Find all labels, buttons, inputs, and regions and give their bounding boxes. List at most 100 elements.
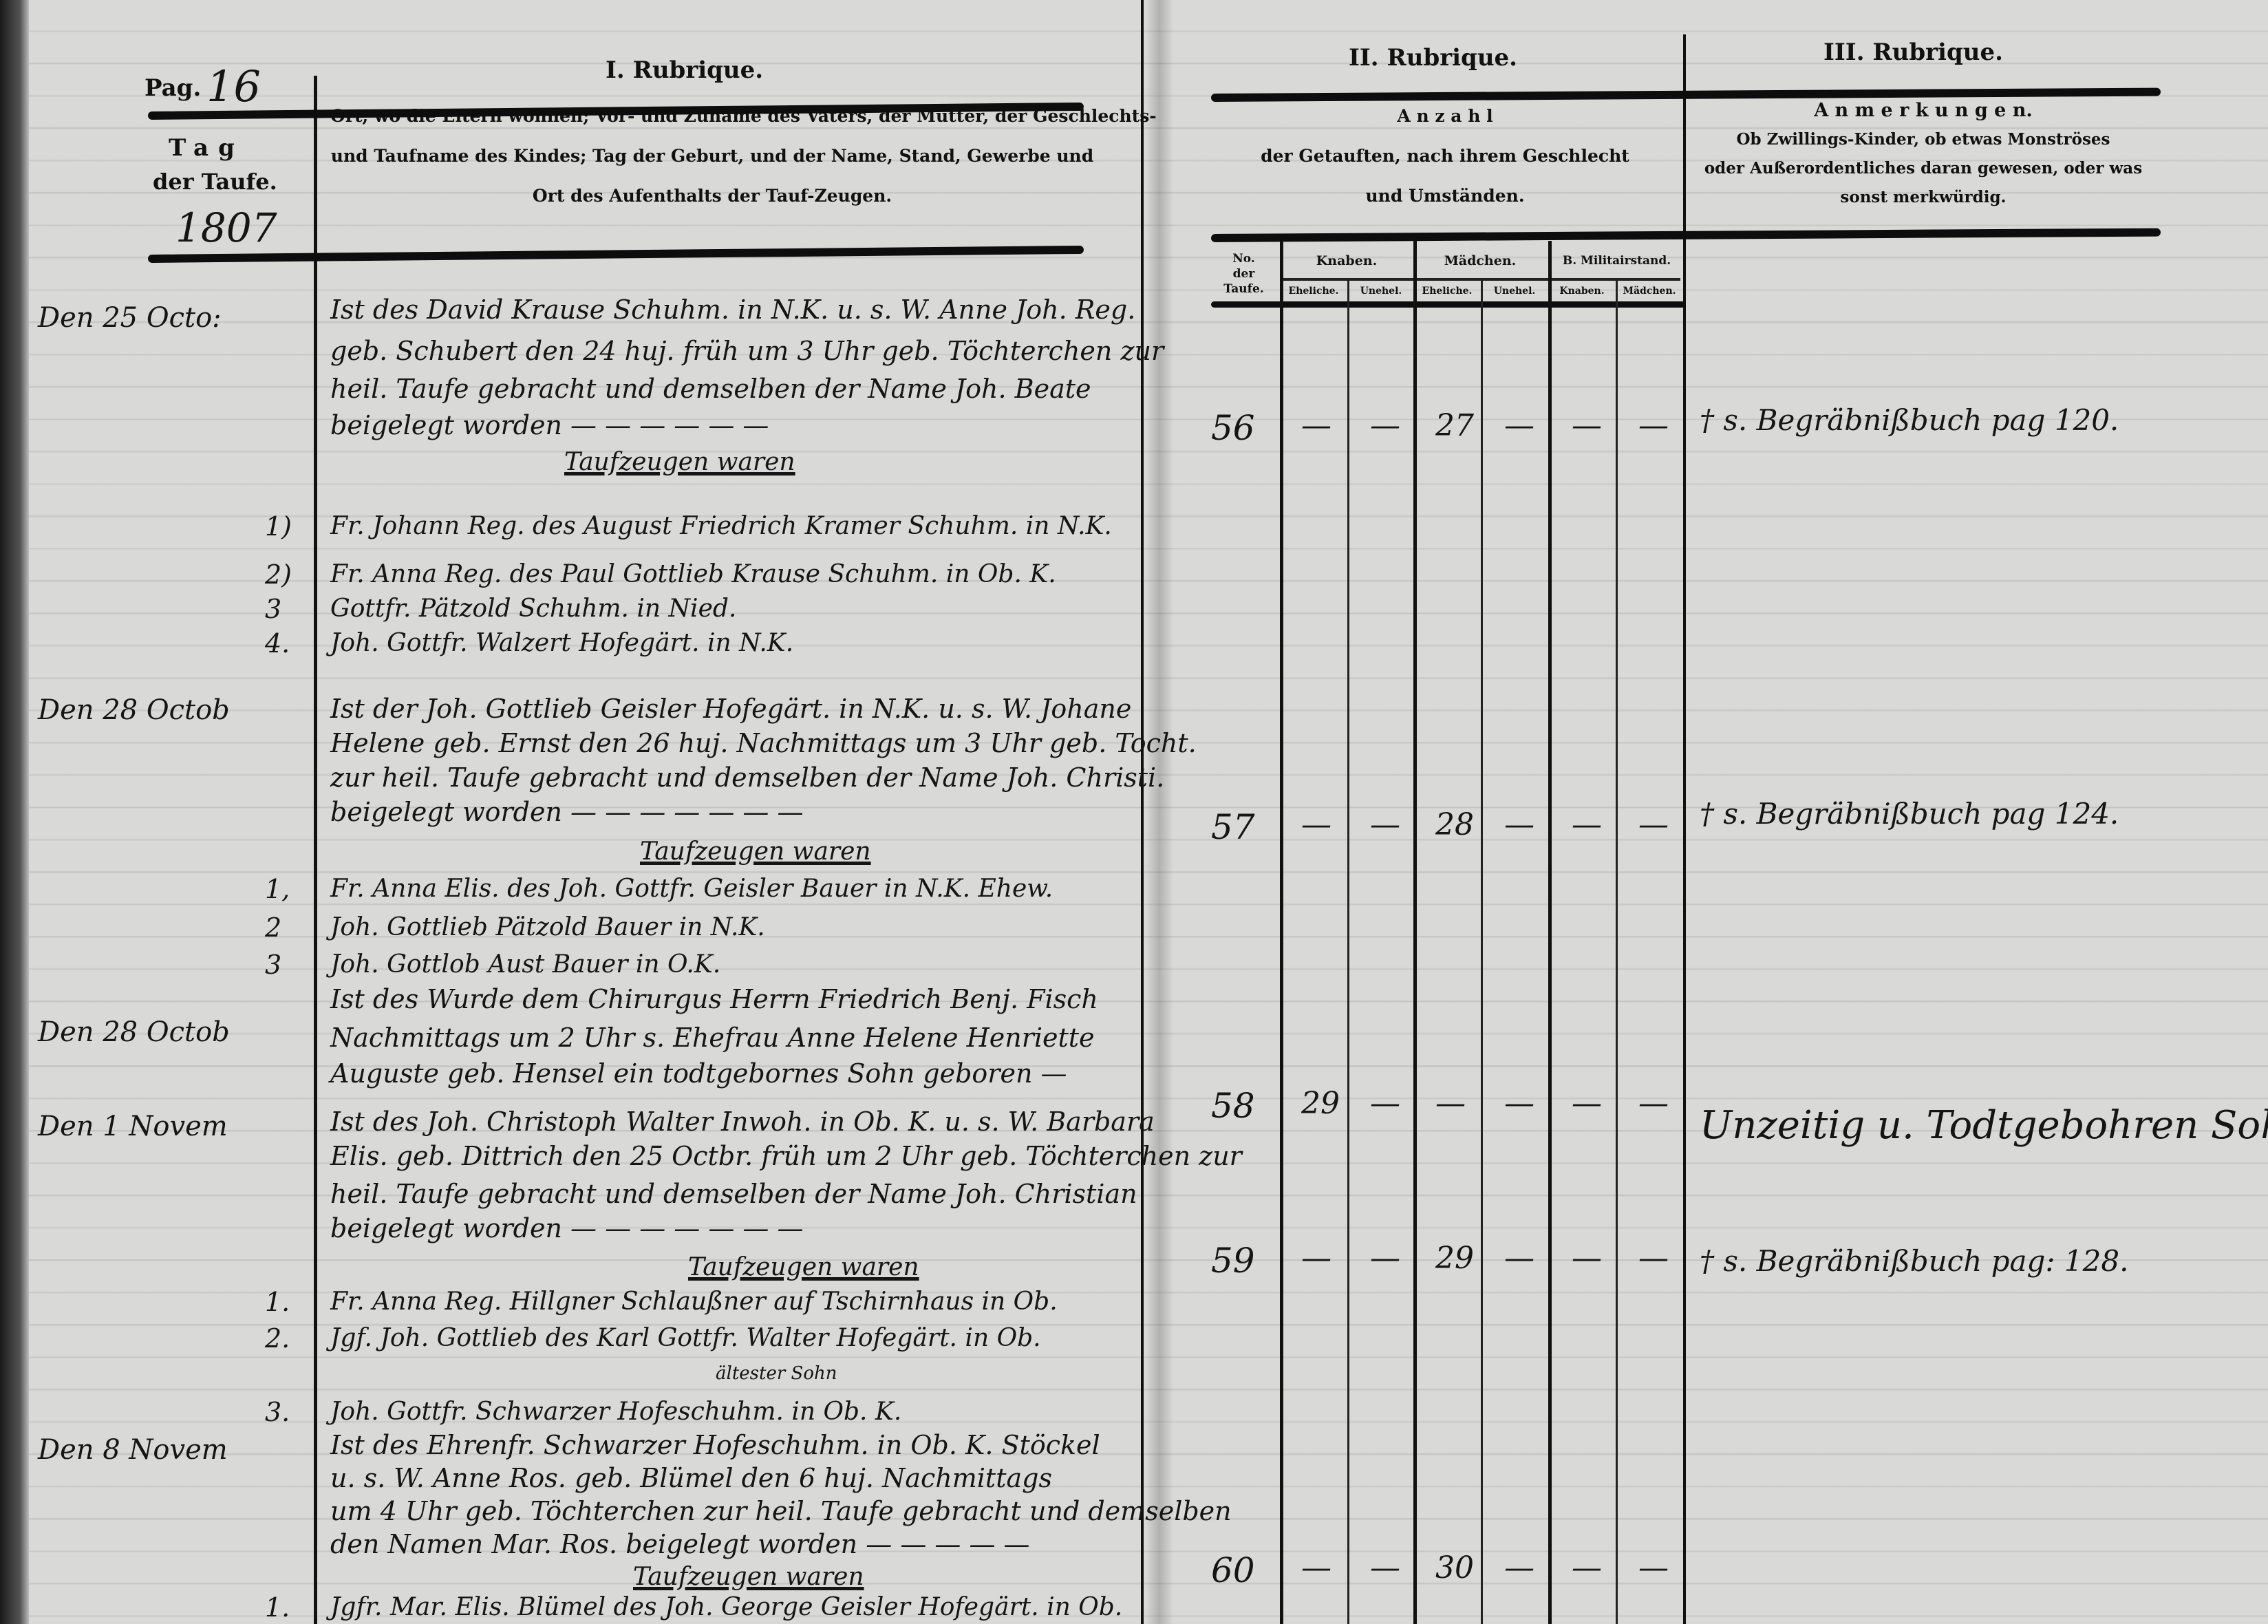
remark: † s. Begräbnißbuch pag 124.: [1700, 797, 2119, 831]
witness-text: Joh. Gottfr. Walzert Hofegärt. in N.K.: [330, 629, 794, 657]
col-no-label: der: [1232, 267, 1255, 281]
count-cell: 29: [1301, 1086, 1340, 1121]
remark: † s. Begräbnißbuch pag: 128.: [1700, 1244, 2129, 1278]
rubrique-2-header-line: A n z a h l: [1397, 106, 1493, 126]
witness-text: Gottfr. Pätzold Schuhm. in Nied.: [330, 595, 737, 623]
entry-text-line: um 4 Uhr geb. Töchterchen zur heil. Tauf…: [330, 1496, 1232, 1526]
date-header-2: der Taufe.: [153, 169, 277, 195]
entry-text-line: Ist des Wurde dem Chirurgus Herrn Friedr…: [330, 984, 1098, 1014]
count-cell: 27: [1435, 408, 1474, 443]
col-no-label: No.: [1232, 252, 1255, 266]
witness-number: 1): [265, 511, 292, 542]
year: 1807: [175, 204, 277, 251]
col-no-label: Taufe.: [1223, 282, 1264, 296]
count-cell: —: [1301, 408, 1331, 443]
count-cell: —: [1572, 1241, 1602, 1276]
column-2-rule: [1413, 241, 1417, 1624]
baptism-number: 57: [1211, 807, 1255, 847]
count-cell: —: [1504, 408, 1534, 443]
scan-left-edge: [0, 0, 29, 1624]
entry-text-line: Nachmittags um 2 Uhr s. Ehefrau Anne Hel…: [330, 1023, 1095, 1053]
col-militairstand: B. Militairstand.: [1562, 254, 1671, 268]
count-cell: —: [1301, 1241, 1331, 1276]
witnesses-heading: Taufzeugen waren: [688, 1253, 919, 1281]
rubrique-3-header-line: sonst merkwürdig.: [1840, 188, 2007, 206]
count-cell: —: [1638, 1550, 1669, 1585]
entry-date: Den 1 Novem: [38, 1111, 228, 1142]
rubrique-1-header-line: Ort des Aufenthalts der Tauf-Zeugen.: [532, 186, 892, 206]
entry-text-line: geb. Schubert den 24 huj. früh um 3 Uhr …: [330, 336, 1164, 366]
baptism-number: 60: [1211, 1550, 1255, 1590]
page-fold: [1146, 0, 1173, 1624]
witness-number: 1.: [265, 1287, 290, 1317]
column-1-right-rule: [1141, 0, 1144, 1624]
witness-text: Joh. Gottfr. Schwarzer Hofeschuhm. in Ob…: [330, 1398, 902, 1426]
entry-text-line: beigelegt worden — — — — — — —: [330, 1213, 804, 1243]
count-cell: —: [1504, 1550, 1534, 1585]
entry-text-line: heil. Taufe gebracht und demselben der N…: [330, 1179, 1137, 1209]
witness-text: Jgfr. Mar. Elis. Blümel des Joh. George …: [330, 1593, 1123, 1621]
entry-text-line: Ist des Joh. Christoph Walter Inwoh. in …: [330, 1107, 1155, 1137]
rubrique-3-title: III. Rubrique.: [1823, 39, 2003, 66]
count-cell: —: [1638, 1241, 1669, 1276]
entry-text-line: Ist des David Krause Schuhm. in N.K. u. …: [330, 295, 1136, 325]
witness-number: 1,: [265, 874, 290, 904]
entry-date: Den 28 Octob: [38, 694, 230, 726]
subheader-bottom-rule: [1211, 301, 1686, 308]
witness-text: Fr. Anna Reg. des Paul Gottlieb Krause S…: [330, 560, 1056, 588]
entry-text-line: Ist des Ehrenfr. Schwarzer Hofeschuhm. i…: [330, 1430, 1100, 1460]
entry-text-line: beigelegt worden — — — — — —: [330, 410, 769, 440]
entry-date: Den 8 Novem: [38, 1434, 228, 1466]
col-knaben: Knaben.: [1316, 253, 1378, 268]
page-label: Pag.: [145, 74, 202, 102]
witness-number: 2): [265, 559, 292, 590]
column-2-rule: [1347, 278, 1349, 1624]
entry-text-line: Ist der Joh. Gottlieb Geisler Hofegärt. …: [330, 694, 1132, 724]
count-cell: —: [1638, 408, 1669, 443]
witness-text: Fr. Anna Reg. Hillgner Schlaußner auf Ts…: [330, 1288, 1058, 1316]
subcolumn-label: Unehel.: [1360, 286, 1402, 297]
witness-number: 2: [265, 912, 282, 943]
entry-text-line: heil. Taufe gebracht und demselben der N…: [330, 374, 1091, 404]
count-cell: —: [1504, 807, 1534, 842]
entry-date: Den 28 Octob: [38, 1016, 230, 1048]
col-maedchen: Mädchen.: [1444, 253, 1517, 268]
count-cell: —: [1638, 807, 1669, 842]
witnesses-heading: Taufzeugen waren: [633, 1563, 864, 1591]
witness-text: Joh. Gottlob Aust Bauer in O.K.: [330, 950, 721, 979]
count-cell: —: [1572, 1550, 1602, 1585]
count-cell: —: [1504, 1241, 1534, 1276]
subcolumn-label: Unehel.: [1493, 286, 1536, 297]
witness-number: 2.: [265, 1323, 290, 1354]
witness-number: 1.: [265, 1592, 290, 1623]
rubrique-1-header-line: und Taufname des Kindes; Tag der Geburt,…: [330, 146, 1094, 166]
witness-note: ältester Sohn: [716, 1363, 837, 1384]
count-cell: —: [1301, 1550, 1331, 1585]
column-3-left-rule: [1683, 34, 1686, 1624]
entry-text-line: u. s. W. Anne Ros. geb. Blümel den 6 huj…: [330, 1463, 1052, 1493]
subcolumn-label: Eheliche.: [1422, 286, 1473, 297]
witness-text: Joh. Gottlieb Pätzold Bauer in N.K.: [330, 913, 765, 941]
count-cell: —: [1435, 1086, 1466, 1121]
entry-text-line: beigelegt worden — — — — — — —: [330, 797, 804, 827]
witness-text: Fr. Anna Elis. des Joh. Gottfr. Geisler …: [330, 875, 1053, 903]
witness-text: Jgf. Joh. Gottlieb des Karl Gottfr. Walt…: [330, 1324, 1041, 1352]
count-cell: —: [1370, 408, 1400, 443]
rubrique-3-header-line: A n m e r k u n g e n.: [1814, 100, 2033, 121]
count-cell: —: [1370, 1550, 1400, 1585]
count-cell: —: [1504, 1086, 1534, 1121]
witness-number: 3.: [265, 1397, 290, 1427]
witnesses-heading: Taufzeugen waren: [564, 448, 795, 476]
witness-number: 3: [265, 594, 282, 624]
entry-text-line: zur heil. Taufe gebracht und demselben d…: [330, 762, 1165, 793]
col-no-der-taufe: No. der Taufe.: [1211, 251, 1276, 297]
witness-text: Fr. Johann Reg. des August Friedrich Kra…: [330, 512, 1112, 540]
column-2-rule: [1616, 278, 1618, 1624]
column-2-rule: [1481, 278, 1483, 1624]
count-cell: —: [1572, 807, 1602, 842]
witness-number: 3: [265, 950, 282, 980]
baptism-number: 59: [1211, 1241, 1255, 1281]
witness-number: 4.: [265, 628, 290, 659]
entry-date: Den 25 Octo:: [38, 302, 222, 334]
rubrique-3-header-line: oder Außerordentliches daran gewesen, od…: [1704, 159, 2143, 178]
